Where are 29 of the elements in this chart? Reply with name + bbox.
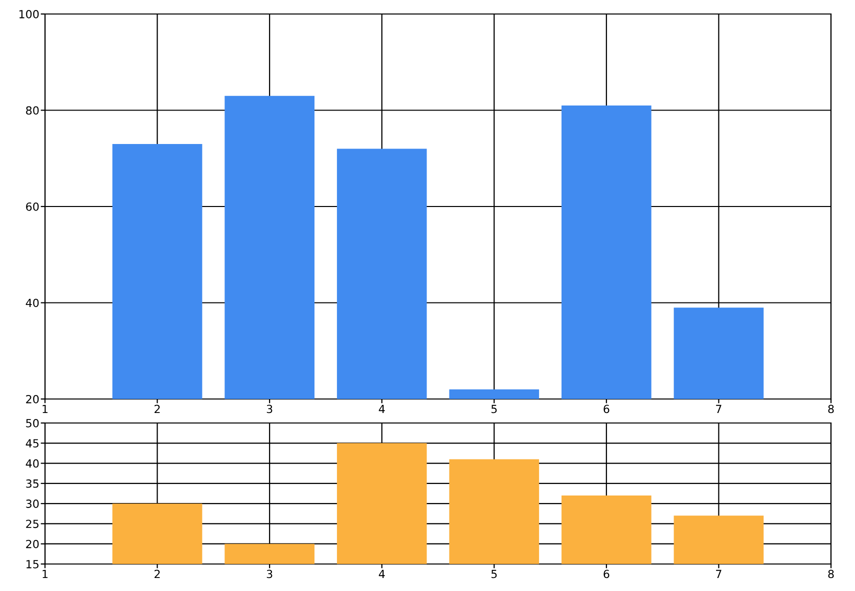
x-tick-label: 3 <box>266 404 272 414</box>
y-tick-label: 80 <box>26 106 39 115</box>
y-tick-label: 35 <box>26 479 38 488</box>
x-tick-label: 7 <box>716 570 722 578</box>
x-tick-label: 4 <box>378 570 385 578</box>
x-tick-label: 3 <box>266 570 272 578</box>
x-tick-label: 5 <box>491 404 497 414</box>
x-tick-label: 1 <box>42 404 48 413</box>
y-tick-label: 20 <box>26 540 39 548</box>
x-tick-label: 2 <box>154 404 160 413</box>
y-tick-label: 45 <box>26 439 38 448</box>
y-tick-label: 100 <box>19 10 39 18</box>
x-tick-label: 1 <box>42 570 48 578</box>
y-tick-label: 40 <box>26 298 39 308</box>
y-tick-label: 20 <box>26 394 39 404</box>
y-tick-label: 30 <box>26 500 39 508</box>
x-tick-label: 6 <box>604 404 610 414</box>
y-tick-label: 60 <box>26 202 39 211</box>
x-tick-label: 8 <box>828 570 834 578</box>
y-tick-label: 50 <box>26 418 39 428</box>
x-tick-label: 6 <box>604 570 610 578</box>
y-tick-label: 15 <box>26 560 38 568</box>
x-tick-label: 2 <box>154 570 160 578</box>
x-tick-label: 5 <box>491 570 497 578</box>
x-tick-label: 8 <box>828 404 834 414</box>
y-tick-label: 40 <box>26 459 39 468</box>
x-tick-label: 7 <box>716 404 722 413</box>
x-tick-label: 4 <box>378 404 385 413</box>
y-tick-label: 25 <box>26 520 38 528</box>
